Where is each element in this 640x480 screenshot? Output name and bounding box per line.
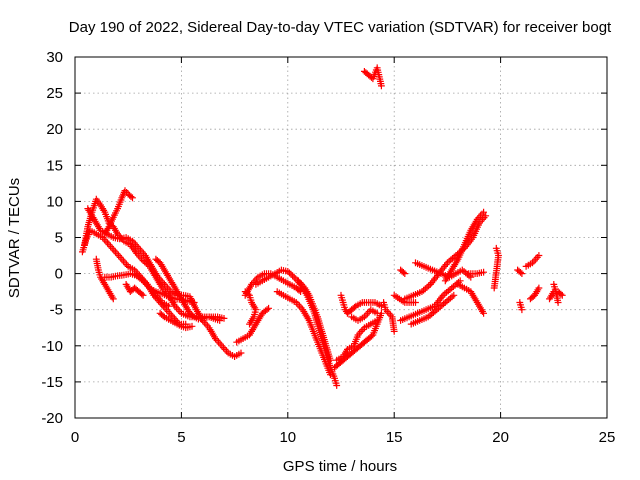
series-trace-35 [522, 252, 543, 270]
data-point-marker [401, 270, 409, 277]
y-tick-label: 5 [55, 230, 63, 247]
data-point-marker [139, 291, 147, 299]
data-point-marker [129, 194, 136, 202]
y-tick-label: -5 [50, 302, 63, 319]
y-tick-label: -20 [41, 410, 63, 427]
data-point-marker [263, 306, 271, 313]
series-trace-30 [454, 281, 487, 317]
x-tick-label: 10 [279, 429, 296, 446]
data-point-marker [287, 270, 295, 278]
series-trace-21 [361, 64, 385, 90]
data-point-marker [127, 193, 135, 200]
y-axis-label: SDTVAR / TECUs [6, 178, 23, 298]
data-point-marker [220, 315, 228, 322]
x-tick-label: 0 [71, 429, 79, 446]
data-point-marker [480, 309, 487, 317]
data-point-marker [289, 272, 296, 280]
x-tick-label: 15 [386, 429, 403, 446]
x-tick-label: 25 [599, 429, 616, 446]
x-tick-label: 20 [492, 429, 509, 446]
data-point-marker [400, 269, 407, 276]
series-trace-34 [516, 299, 526, 314]
series-trace-27 [407, 291, 458, 328]
data-point-marker [373, 317, 381, 324]
x-axis-label: GPS time / hours [283, 458, 397, 475]
data-point-marker [327, 356, 334, 364]
series-trace-32 [490, 244, 502, 292]
data-point-marker [333, 382, 341, 389]
series-trace-36 [527, 284, 543, 303]
series-trace-15 [273, 288, 334, 379]
data-point-marker [450, 291, 458, 299]
data-point-marker [188, 322, 196, 330]
x-tick-label: 5 [177, 429, 185, 446]
series-trace-10 [156, 309, 196, 332]
series-trace-26 [401, 212, 490, 303]
data-point-marker [373, 309, 381, 317]
data-point-marker [480, 268, 487, 276]
data-point-marker [558, 291, 566, 299]
data-point-marker [490, 284, 498, 292]
series-trace-4 [92, 255, 117, 303]
y-tick-label: 20 [46, 121, 63, 138]
series-trace-33 [514, 266, 526, 277]
data-point-marker [284, 268, 292, 275]
y-tick-label: 30 [46, 49, 63, 66]
data-point-marker [518, 270, 526, 277]
series-trace-6 [101, 187, 136, 238]
data-point-marker [165, 302, 172, 310]
data-point-marker [109, 295, 117, 303]
series-trace-38 [550, 281, 562, 306]
data-point-marker [246, 320, 253, 328]
series-trace-31 [465, 268, 487, 277]
data-point-marker [138, 290, 146, 298]
data-point-marker [518, 306, 526, 314]
data-point-marker [378, 302, 385, 310]
y-tick-label: 10 [46, 193, 63, 210]
series-trace-25 [397, 277, 464, 324]
y-tick-label: -15 [41, 374, 63, 391]
data-point-marker [554, 299, 562, 306]
y-tick-label: 25 [46, 85, 63, 102]
series-trace-19 [337, 291, 385, 317]
series-trace-22 [380, 299, 398, 335]
series-trace-7 [122, 281, 147, 299]
data-point-marker [535, 284, 543, 292]
marks-layer [79, 64, 566, 389]
data-point-marker [327, 371, 334, 379]
data-point-marker [189, 312, 197, 320]
data-point-marker [216, 317, 224, 324]
ticks-layer: 0 5 10 15 20 25 -20 -15 -10 -5 0 5 10 15 20 25 30 [41, 49, 615, 446]
series-trace-23 [390, 291, 419, 306]
data-point-marker [517, 269, 524, 276]
data-point-marker [535, 252, 543, 259]
series-trace-29 [441, 208, 487, 285]
data-point-marker [138, 276, 145, 283]
data-point-marker [159, 312, 167, 320]
y-tick-label: -10 [41, 338, 63, 355]
data-point-marker [265, 304, 272, 312]
chart-title: Day 190 of 2022, Sidereal Day-to-day VTE… [69, 19, 612, 36]
data-point-marker [286, 269, 293, 277]
data-point-marker [190, 299, 198, 306]
y-tick-label: 0 [55, 266, 63, 283]
data-point-marker [378, 82, 385, 90]
grid-layer [75, 57, 607, 418]
series-trace-16 [295, 277, 334, 364]
series-trace-20 [348, 306, 381, 324]
series-trace-11 [233, 304, 272, 346]
series-trace-28 [412, 259, 475, 281]
y-tick-label: 15 [46, 157, 63, 174]
data-point-marker [412, 299, 419, 306]
series-trace-24 [397, 266, 409, 277]
data-point-marker [237, 349, 245, 357]
series-trace-18 [333, 317, 381, 364]
series-trace-9 [152, 255, 224, 324]
data-point-marker [390, 328, 398, 335]
data-point-marker [351, 303, 358, 311]
data-point-marker [480, 208, 487, 216]
